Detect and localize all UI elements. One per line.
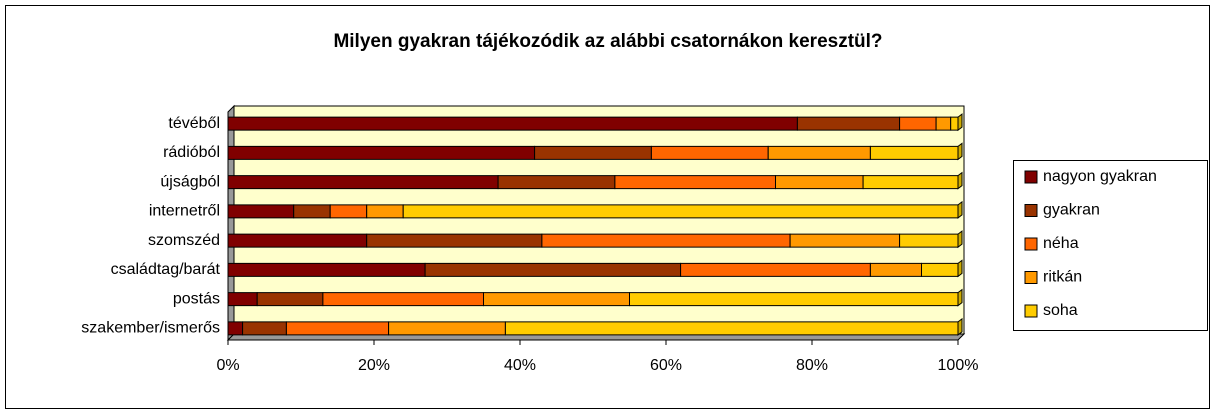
legend-swatch [1024,170,1038,184]
bar-segment [775,175,864,190]
bar-segment [329,204,368,219]
bar-segment [869,262,923,277]
y-tick-label: internetről [149,203,220,220]
bar-segment [388,321,506,336]
bar-segment [483,292,630,307]
bar-segment [256,292,324,307]
bar-segment [950,116,959,131]
bar-segment [285,321,390,336]
legend-swatch [1024,271,1038,284]
bar-segment [227,233,368,248]
legend-swatch [1024,304,1038,318]
bar-segment [227,175,499,190]
y-tick-label: szakember/ismerős [81,320,220,337]
legend-label: gyakran [1043,202,1100,219]
bar-end [957,317,963,336]
bar-segment [796,116,901,131]
bar-segment [921,262,959,277]
bar-end [957,171,963,190]
bar-end [957,200,963,219]
chart-title: Milyen gyakran tájékozódik az alábbi csa… [333,31,882,52]
bar-segment [293,204,331,219]
bar-segment [227,321,244,336]
bar-segment [614,175,777,190]
x-tick-label: 40% [504,357,536,374]
y-tick-label: tévéből [168,115,220,132]
y-tick-label: postás [173,290,220,307]
bar-segment [227,116,798,131]
bar-segment [767,145,871,160]
bar-segment [322,292,484,307]
bar-segment [366,204,404,219]
bar-segment [227,204,295,219]
bar-segment [227,262,426,277]
y-tick-label: újságból [160,173,220,190]
legend-swatch [1024,204,1038,217]
bar-end [957,288,963,307]
x-tick-label: 20% [358,357,390,374]
bar-segment [629,292,959,307]
legend-label: soha [1043,302,1078,319]
bar-segment [680,262,871,277]
y-tick-label: családtag/barát [111,261,221,278]
bar-segment [534,145,652,160]
bar-segment [650,145,769,160]
legend-label: nagyon gyakran [1043,168,1157,185]
x-tick-label: 80% [796,357,828,374]
y-tick-label: szomszéd [148,232,220,249]
bar-end [957,113,963,132]
bar-segment [242,321,287,336]
x-tick-label: 60% [650,357,682,374]
bar-segment [869,145,959,160]
bar-segment [541,233,791,248]
legend-label: ritkán [1043,269,1082,286]
bar-segment [424,262,682,277]
bar-segment [227,145,536,160]
bar-segment [899,116,937,131]
legend-box [1013,160,1208,331]
bar-segment [935,116,952,131]
bar-segment [862,175,959,190]
bar-segment [504,321,959,336]
legend-swatch [1024,237,1038,251]
bar-segment [789,233,901,248]
legend-label: néha [1043,235,1079,252]
x-tick-label: 100% [938,357,979,374]
y-tick-label: rádióból [163,144,220,161]
x-tick-label: 0% [216,357,239,374]
bar-end [957,142,963,161]
bar-segment [402,204,959,219]
bar-segment [227,292,258,307]
bar-segment [899,233,959,248]
bar-end [957,230,963,249]
bar-segment [497,175,616,190]
bar-segment [366,233,543,248]
bar-end [957,259,963,278]
